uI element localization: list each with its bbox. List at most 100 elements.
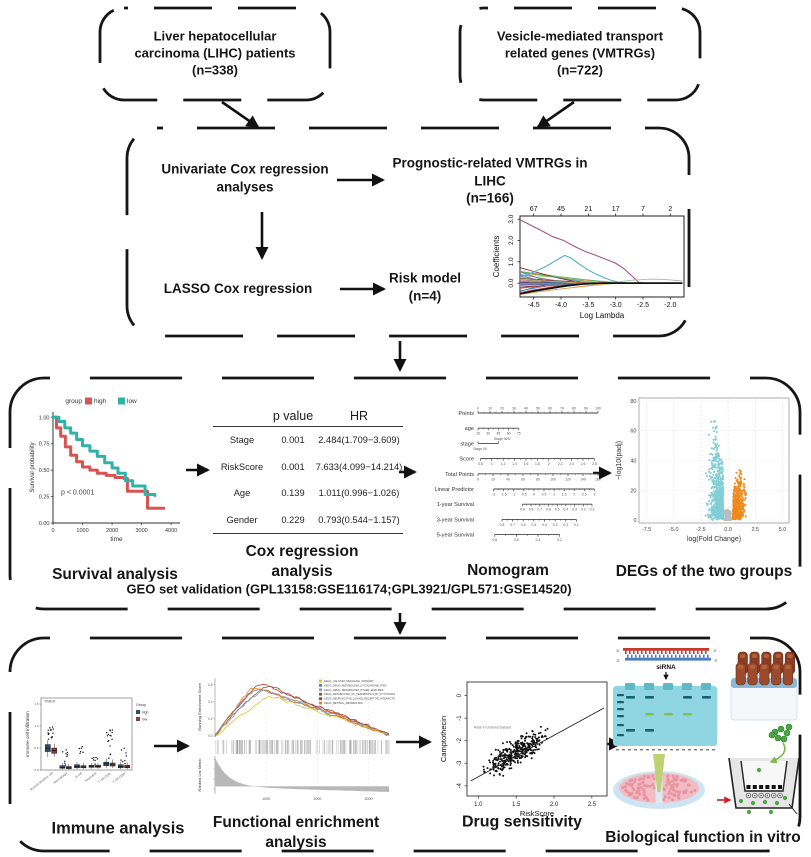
svg-text:40: 40 [630, 459, 636, 465]
svg-text:0.6: 0.6 [514, 538, 519, 542]
svg-text:0: 0 [457, 693, 463, 697]
svg-text:immune cell infiltration: immune cell infiltration [25, 711, 30, 757]
svg-text:3-year Survival: 3-year Survival [437, 517, 474, 523]
svg-text:0.0: 0.0 [724, 527, 732, 533]
svg-text:KEGG_METABOLISM_OF_XENOBIOTICS: KEGG_METABOLISM_OF_XENOBIOTICS_BY_CYTOCH… [324, 692, 395, 696]
svg-text:0.8: 0.8 [529, 508, 534, 512]
svg-text:1.5: 1.5 [34, 702, 39, 706]
svg-text:21: 21 [584, 206, 592, 213]
svg-text:-0.5: -0.5 [521, 493, 527, 497]
caption-geo-validation: GEO set validation (GPL13158:GSE116174;G… [62, 581, 636, 599]
svg-text:-2.5: -2.5 [637, 302, 649, 309]
svg-text:1.4: 1.4 [512, 462, 517, 466]
svg-text:0: 0 [477, 477, 479, 481]
svg-text:2.0: 2.0 [550, 802, 559, 808]
header-pvalue: p value [272, 408, 314, 423]
svg-text:0.4: 0.4 [542, 523, 547, 527]
svg-text:1.00: 1.00 [39, 415, 50, 421]
svg-text:60: 60 [548, 407, 552, 411]
node-lihc-patients: Liver hepatocellular carcinoma (LIHC) pa… [134, 28, 296, 78]
frame-modeling-section [125, 126, 691, 338]
svg-text:Myeloid dendritic cell: Myeloid dendritic cell [29, 771, 54, 792]
svg-text:40: 40 [506, 477, 510, 481]
svg-text:-1: -1 [512, 493, 515, 497]
svg-text:0: 0 [633, 518, 636, 524]
svg-text:0.5: 0.5 [532, 523, 537, 527]
svg-text:1.8: 1.8 [535, 462, 540, 466]
svg-text:Coefficients: Coefficients [492, 236, 501, 278]
svg-text:0.0: 0.0 [508, 278, 515, 287]
svg-text:age: age [465, 426, 474, 432]
svg-text:1.5: 1.5 [512, 802, 521, 808]
lasso-coefficient-plot: 67 45 21 17 7 2 0.0 1.0 2.0 3.0 -4.5 -4.0 -3.5 -3.0 -2… [490, 200, 690, 335]
svg-text:1: 1 [491, 462, 493, 466]
svg-text:0.4: 0.4 [208, 700, 213, 704]
cell-pvalue: 0.139 [281, 488, 305, 499]
svg-text:p < 0.0001: p < 0.0001 [61, 489, 94, 496]
svg-text:-4: -4 [457, 783, 463, 789]
table-body: Stage 0.001 2.484(1.709−3.609) RiskScore… [213, 427, 403, 534]
caption-nomogram: Nomogram [467, 561, 549, 579]
svg-text:2: 2 [573, 493, 575, 497]
svg-text:60: 60 [521, 477, 525, 481]
svg-text:2.5: 2.5 [582, 493, 587, 497]
caption-cox-regression: Cox regression analysis [245, 542, 359, 580]
svg-text:-2: -2 [457, 737, 463, 743]
svg-text:high: high [142, 711, 149, 715]
svg-text:Ranked List Metric: Ranked List Metric [197, 758, 202, 791]
caption-biological-function: Biological function in vitro [605, 828, 801, 846]
cell-variable: Stage [229, 435, 255, 446]
svg-text:0.50: 0.50 [39, 468, 50, 474]
invitro-experiments-art: 5' 3' 3' 5' siRNA [607, 640, 803, 830]
svg-text:0.25: 0.25 [39, 495, 50, 501]
svg-text:0.5: 0.5 [34, 746, 39, 750]
svg-text:-5.0: -5.0 [669, 527, 678, 533]
svg-text:80: 80 [536, 477, 540, 481]
nomogram-plot: Points 0 10 20 30 40 50 60 70 80 90 100 age 15 30 45 60 7… [418, 400, 604, 552]
svg-text:Macrophage: Macrophage [53, 771, 69, 785]
svg-text:Log Lambda: Log Lambda [580, 311, 625, 320]
svg-text:Linear Predictor: Linear Predictor [435, 487, 475, 493]
svg-text:17: 17 [612, 206, 620, 213]
svg-text:3: 3 [593, 493, 595, 497]
svg-text:0.4: 0.4 [564, 508, 569, 512]
cell-variable: Age [233, 488, 251, 499]
svg-text:-1.5: -1.5 [501, 493, 507, 497]
svg-text:80: 80 [630, 399, 636, 405]
svg-text:KEGG_RETINOL_METABOLISM: KEGG_RETINOL_METABOLISM [324, 701, 362, 705]
svg-text:0.7: 0.7 [537, 508, 542, 512]
svg-text:0.8: 0.8 [478, 462, 483, 466]
gsea-enrichment-plot: 1000 2000 3000 0.0 0.2 0.4 0.6 Running Enrichme… [193, 670, 395, 810]
svg-text:30: 30 [512, 407, 516, 411]
svg-text:log(Fold Change): log(Fold Change) [687, 536, 741, 543]
svg-text:Survival probability: Survival probability [30, 442, 36, 492]
svg-text:2000: 2000 [313, 797, 321, 801]
svg-text:3': 3' [714, 648, 717, 653]
svg-text:2.5: 2.5 [588, 802, 597, 808]
svg-text:KEGG_DRUG_METABOLISM_OTHER_ENZ: KEGG_DRUG_METABOLISM_OTHER_ENZYMES [324, 688, 384, 692]
svg-text:2.6: 2.6 [581, 462, 586, 466]
svg-text:10: 10 [488, 407, 492, 411]
svg-text:time: time [110, 536, 123, 543]
frame-validation-section [8, 376, 802, 611]
svg-text:50: 50 [536, 407, 540, 411]
svg-text:67: 67 [530, 206, 538, 213]
svg-text:5-year Survival: 5-year Survival [437, 533, 474, 539]
svg-text:70: 70 [560, 407, 564, 411]
svg-text:0.3: 0.3 [572, 508, 577, 512]
svg-text:1.0: 1.0 [474, 802, 483, 808]
svg-text:-3.0: -3.0 [610, 302, 622, 309]
svg-text:100: 100 [550, 477, 556, 481]
svg-text:0.2: 0.2 [563, 523, 568, 527]
svg-text:15: 15 [476, 432, 480, 436]
svg-text:stage: stage [460, 441, 474, 447]
caption-drug-sensitivity: Drug sensitivity [461, 813, 583, 831]
svg-text:5': 5' [617, 648, 620, 653]
svg-text:30: 30 [486, 432, 490, 436]
svg-text:0.5: 0.5 [555, 508, 560, 512]
svg-text:20: 20 [630, 488, 636, 494]
svg-text:2.2: 2.2 [558, 462, 563, 466]
svg-text:0.2: 0.2 [557, 538, 562, 542]
svg-text:low: low [127, 398, 137, 405]
svg-text:2.0: 2.0 [508, 236, 515, 245]
